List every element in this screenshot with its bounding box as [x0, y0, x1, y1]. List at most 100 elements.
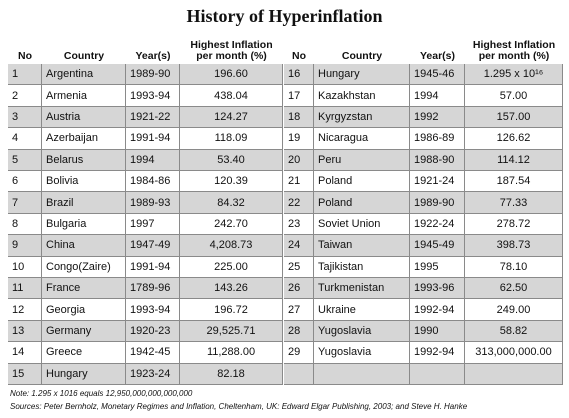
country-cell: China — [42, 235, 126, 257]
inflation-cell: 249.00 — [465, 299, 563, 321]
country-cell: Poland — [314, 192, 410, 214]
no-cell: 21 — [284, 171, 314, 193]
no-cell: 18 — [284, 106, 314, 129]
country-cell: Yugoslavia — [314, 320, 410, 343]
country-cell: Tajikistan — [314, 256, 410, 278]
no-cell: 25 — [284, 256, 314, 278]
country-cell: Congo(Zaire) — [42, 256, 126, 278]
years-cell: 1945-49 — [410, 235, 465, 257]
country-cell: Poland — [314, 171, 410, 193]
empty-cell — [465, 363, 563, 385]
inflation-cell: 77.33 — [465, 192, 563, 214]
column-header: No — [18, 50, 32, 62]
inflation-cell: 126.62 — [465, 128, 563, 150]
inflation-cell: 11,288.00 — [180, 342, 283, 364]
country-cell: Armenia — [42, 85, 126, 107]
no-cell: 2 — [8, 85, 42, 107]
country-cell: Argentina — [42, 64, 126, 86]
empty-cell — [410, 363, 465, 385]
inflation-cell: 58.82 — [465, 320, 563, 343]
title: History of Hyperinflation — [186, 6, 383, 26]
years-cell: 1921-22 — [126, 106, 180, 129]
no-cell: 26 — [284, 278, 314, 300]
no-cell: 1 — [8, 64, 42, 86]
years-cell: 1993-94 — [126, 85, 180, 107]
inflation-cell: 196.60 — [180, 64, 283, 86]
no-cell: 11 — [8, 278, 42, 300]
years-cell: 1994 — [126, 149, 180, 171]
inflation-cell: 4,208.73 — [180, 235, 283, 257]
column-header: Highest Inflation per month (%) — [190, 39, 273, 62]
country-cell: Bulgaria — [42, 213, 126, 236]
inflation-cell: 57.00 — [465, 85, 563, 107]
country-cell: Hungary — [42, 363, 126, 385]
no-cell: 5 — [8, 149, 42, 171]
country-cell: Nicaragua — [314, 128, 410, 150]
no-cell: 4 — [8, 128, 42, 150]
country-cell: Taiwan — [314, 235, 410, 257]
inflation-cell: 225.00 — [180, 256, 283, 278]
no-cell: 17 — [284, 85, 314, 107]
country-cell: Soviet Union — [314, 213, 410, 236]
no-cell: 23 — [284, 213, 314, 236]
inflation-cell: 157.00 — [465, 106, 563, 129]
no-cell: 12 — [8, 299, 42, 321]
no-cell: 7 — [8, 192, 42, 214]
inflation-cell: 82.18 — [180, 363, 283, 385]
inflation-cell: 242.70 — [180, 213, 283, 236]
years-cell: 1992 — [410, 106, 465, 129]
country-cell: Kyrgyzstan — [314, 106, 410, 129]
country-cell: Bolivia — [42, 171, 126, 193]
inflation-cell: 196.72 — [180, 299, 283, 321]
sources: Sources: Peter Bernholz, Monetary Regime… — [10, 402, 468, 411]
no-cell: 14 — [8, 342, 42, 364]
country-cell: Yugoslavia — [314, 342, 410, 364]
inflation-cell: 438.04 — [180, 85, 283, 107]
country-cell: France — [42, 278, 126, 300]
years-cell: 1984-86 — [126, 171, 180, 193]
years-cell: 1789-96 — [126, 278, 180, 300]
no-cell: 20 — [284, 149, 314, 171]
country-cell: Hungary — [314, 64, 410, 86]
years-cell: 1921-24 — [410, 171, 465, 193]
column-header: Country — [63, 50, 105, 62]
empty-cell — [284, 363, 314, 385]
column-header: Highest Inflation per month (%) — [472, 39, 556, 62]
inflation-cell: 78.10 — [465, 256, 563, 278]
years-cell: 1993-96 — [410, 278, 465, 300]
years-cell: 1942-45 — [126, 342, 180, 364]
inflation-cell: 143.26 — [180, 278, 283, 300]
no-cell: 22 — [284, 192, 314, 214]
no-cell: 8 — [8, 213, 42, 236]
country-cell: Georgia — [42, 299, 126, 321]
years-cell: 1992-94 — [410, 299, 465, 321]
no-cell: 24 — [284, 235, 314, 257]
years-cell: 1945-46 — [410, 64, 465, 86]
years-cell: 1922-24 — [410, 213, 465, 236]
no-cell: 19 — [284, 128, 314, 150]
inflation-cell: 187.54 — [465, 171, 563, 193]
country-cell: Brazil — [42, 192, 126, 214]
no-cell: 3 — [8, 106, 42, 129]
note: Note: 1.295 x 1016 equals 12,950,000,000… — [10, 389, 193, 398]
no-cell: 15 — [8, 363, 42, 385]
years-cell: 1993-94 — [126, 299, 180, 321]
years-cell: 1947-49 — [126, 235, 180, 257]
no-cell: 9 — [8, 235, 42, 257]
years-cell: 1920-23 — [126, 320, 180, 343]
no-cell: 16 — [284, 64, 314, 86]
inflation-cell: 62.50 — [465, 278, 563, 300]
inflation-cell: 120.39 — [180, 171, 283, 193]
country-cell: Turkmenistan — [314, 278, 410, 300]
country-cell: Austria — [42, 106, 126, 129]
years-cell: 1990 — [410, 320, 465, 343]
years-cell: 1923-24 — [126, 363, 180, 385]
years-cell: 1991-94 — [126, 256, 180, 278]
column-header: Year(s) — [135, 50, 171, 62]
country-cell: Kazakhstan — [314, 85, 410, 107]
no-cell: 13 — [8, 320, 42, 343]
years-cell: 1991-94 — [126, 128, 180, 150]
years-cell: 1997 — [126, 213, 180, 236]
inflation-cell: 29,525.71 — [180, 320, 283, 343]
